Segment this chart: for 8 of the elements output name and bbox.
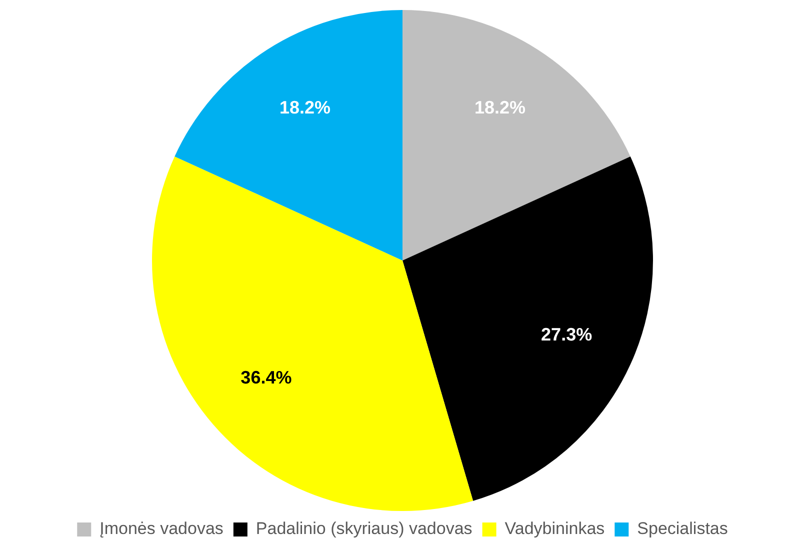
data-label: 18.2% [279, 98, 331, 118]
data-label: 27.3% [541, 324, 592, 344]
legend-label: Įmonės vadovas [100, 519, 224, 538]
legend-label: Padalinio (skyriaus) vadovas [256, 519, 472, 538]
data-label: 18.2% [474, 98, 526, 118]
data-label: 36.4% [240, 368, 292, 388]
legend-label: Vadybininkas [504, 519, 605, 538]
legend-label: Specialistas [637, 519, 728, 538]
